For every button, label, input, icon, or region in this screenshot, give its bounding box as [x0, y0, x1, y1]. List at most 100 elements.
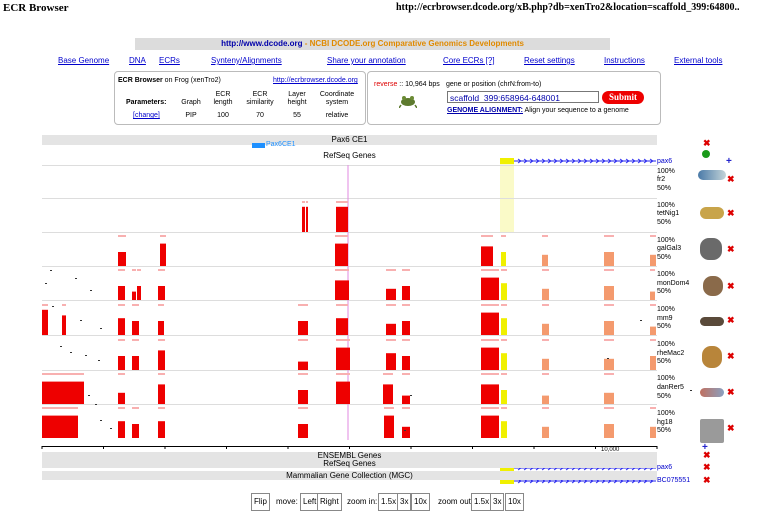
ecr-marker [132, 407, 139, 409]
tetnig1-top: 100% [657, 202, 675, 209]
remove-galgal3-icon[interactable]: ✖ [727, 244, 735, 254]
flip-button[interactable]: Flip [251, 493, 270, 511]
zoom-out-1-5x-button[interactable]: 1.5x [471, 493, 493, 511]
green-check-icon[interactable] [702, 150, 710, 158]
ecr-marker [650, 269, 655, 271]
galgal3-top: 100% [657, 237, 675, 244]
ecr-bar [501, 283, 507, 300]
nav-base-genome[interactable]: Base Genome [58, 56, 110, 65]
nav-share[interactable]: Share your annotation [327, 56, 406, 65]
genome-alignment-link[interactable]: GENOME ALIGNMENT: [447, 107, 523, 114]
strand-arrow [601, 158, 606, 164]
remove-mm9-icon[interactable]: ✖ [727, 315, 735, 325]
gene-pax6-bottom-label[interactable]: pax6 [657, 464, 673, 471]
ecr-bar [386, 323, 396, 335]
gene-utr [500, 478, 514, 484]
nav-core-ecrs[interactable]: Core ECRs [?] [443, 56, 495, 65]
ecr-marker [386, 339, 396, 341]
ecr-marker [650, 304, 656, 306]
mm9-top: 100% [657, 306, 675, 313]
ecr-bar [158, 384, 165, 404]
submit-button[interactable]: Submit [602, 91, 644, 104]
ecr-marker [481, 373, 499, 375]
pax6ce1-track: Pax6 CE1 [42, 135, 657, 145]
alignment-dot [45, 283, 47, 284]
nav-instructions[interactable]: Instructions [604, 56, 645, 65]
ecr-marker [481, 339, 499, 341]
zoom-out-3x-button[interactable]: 3x [490, 493, 505, 511]
search-panel: reverse :: 10,964 bps gene or position (… [367, 71, 661, 125]
ecr-bar [118, 252, 126, 266]
ecr-bar [42, 309, 48, 335]
mm9-bottom: 50% [657, 323, 672, 330]
ecr-marker [542, 407, 549, 409]
nav-synteny[interactable]: Synteny/Alignments [211, 56, 282, 65]
zoom-out-10x-button[interactable]: 10x [505, 493, 524, 511]
ecr-marker [118, 339, 125, 341]
remove-pax6ce1-icon[interactable]: ✖ [703, 138, 711, 148]
fr2-bottom: 50% [657, 185, 672, 192]
separator [42, 232, 657, 233]
ecr-marker [118, 235, 126, 237]
remove-fr2-icon[interactable]: ✖ [727, 174, 735, 184]
location-input[interactable]: scaffold_399:658964-648001 [447, 91, 599, 103]
ecr-marker [118, 269, 125, 271]
zoom-in-label: zoom in: [347, 497, 378, 506]
ecr-marker [42, 407, 78, 409]
strand-arrow [547, 158, 552, 164]
add-track-icon[interactable]: + [702, 442, 708, 453]
remove-refseq-icon[interactable]: ✖ [703, 462, 711, 472]
remove-tetnig1-icon[interactable]: ✖ [727, 208, 735, 218]
nav-ecrs[interactable]: ECRs [159, 56, 180, 65]
remove-mondom4-icon[interactable]: ✖ [727, 281, 735, 291]
ecr-bar [336, 206, 348, 232]
ecr-marker [298, 407, 308, 409]
remove-danrer5-icon[interactable]: ✖ [727, 387, 735, 397]
remove-ensembl-icon[interactable]: ✖ [703, 450, 711, 460]
ecr-marker [402, 304, 410, 306]
alignment-dot [98, 360, 100, 361]
zoom-in-3x-button[interactable]: 3x [397, 493, 412, 511]
ecr-marker [336, 373, 350, 375]
alignment-dot [404, 430, 406, 431]
info-title: ECR Browser on Frog (xenTro2) [118, 77, 221, 84]
ecr-marker [386, 269, 396, 271]
ecr-bar [501, 421, 507, 438]
nav-external[interactable]: External tools [674, 56, 723, 65]
ecr-bar [481, 384, 499, 404]
ecr-bar [402, 426, 410, 438]
ecr-marker [650, 339, 656, 341]
url-text: http://ecrbrowser.dcode.org/xB.php?db=xe… [396, 2, 740, 13]
gene-bc075551-label[interactable]: BC075551 [657, 477, 691, 484]
ecr-marker [604, 339, 614, 341]
ecr-marker [604, 407, 614, 409]
remove-rhemac2-icon[interactable]: ✖ [727, 351, 735, 361]
rhemac2-bottom: 50% [657, 358, 672, 365]
ecr-marker [42, 373, 84, 375]
remove-mgc-icon[interactable]: ✖ [703, 475, 711, 485]
nav-dna[interactable]: DNA [129, 56, 146, 65]
pax6ce1-feature[interactable] [252, 143, 265, 148]
change-link[interactable]: [change] [133, 112, 160, 119]
window-title: ECR Browser [3, 2, 69, 14]
ecr-bar [302, 206, 305, 232]
reverse-link[interactable]: reverse [374, 81, 398, 88]
zoom-in-10x-button[interactable]: 10x [411, 493, 430, 511]
ecr-marker [132, 304, 139, 306]
ecr-bar [132, 356, 139, 370]
remove-hg18-icon[interactable]: ✖ [727, 423, 735, 433]
zoom-in-1-5x-button[interactable]: 1.5x [378, 493, 400, 511]
strand-arrow [571, 158, 576, 164]
ecr-bar [481, 246, 493, 266]
ecr-marker [650, 235, 656, 237]
ecr-bar [42, 381, 84, 404]
ecr-marker [160, 235, 166, 237]
danrer5-bottom: 50% [657, 393, 672, 400]
add-species-icon[interactable]: + [726, 156, 732, 167]
move-right-button[interactable]: Right [317, 493, 342, 511]
nav-reset[interactable]: Reset settings [524, 56, 575, 65]
banner-url[interactable]: http://www.dcode.org [221, 39, 303, 48]
info-link[interactable]: http://ecrbrowser.dcode.org [273, 77, 358, 84]
gene-pax6-label[interactable]: pax6 [657, 158, 673, 165]
col-similarity-h: ECR similarity [246, 91, 274, 106]
